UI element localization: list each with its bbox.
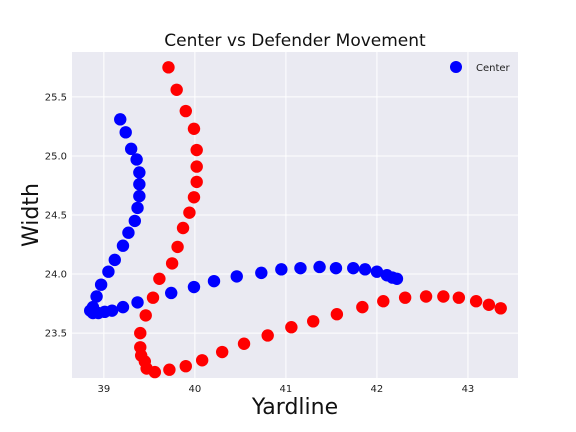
data-point — [187, 191, 201, 204]
series-defender — [134, 61, 507, 379]
data-point — [294, 261, 307, 275]
data-point — [116, 300, 130, 314]
data-point — [307, 315, 320, 328]
data-point — [130, 153, 143, 166]
data-point — [105, 304, 119, 317]
x-tick-label: 41 — [280, 384, 293, 395]
data-point — [187, 122, 201, 135]
data-point — [94, 278, 108, 291]
data-point — [153, 272, 166, 285]
data-point — [390, 272, 404, 285]
x-axis-label: Yardline — [251, 395, 338, 420]
data-point — [494, 302, 507, 315]
data-point — [133, 178, 146, 191]
data-point — [469, 295, 483, 308]
data-point — [139, 309, 152, 322]
data-point — [313, 260, 326, 274]
data-point — [131, 296, 144, 309]
data-point — [134, 326, 147, 340]
data-point — [358, 263, 372, 276]
data-point — [148, 365, 162, 379]
y-tick-label: 25.5 — [45, 92, 67, 103]
data-point — [176, 221, 190, 235]
data-point — [230, 270, 243, 283]
y-tick-label: 25.0 — [45, 151, 67, 162]
data-point — [190, 143, 203, 157]
data-point — [419, 290, 433, 303]
data-point — [377, 295, 390, 308]
data-point — [146, 291, 160, 304]
data-point — [190, 175, 203, 189]
y-tick-label: 24.0 — [45, 270, 67, 281]
legend-marker-center — [450, 61, 462, 73]
x-tick-label: 43 — [462, 384, 475, 395]
series-layer — [84, 61, 507, 379]
data-point — [329, 261, 343, 275]
data-point — [195, 354, 209, 367]
data-point — [275, 263, 288, 276]
x-tick-label: 40 — [189, 384, 202, 395]
data-point — [165, 286, 178, 300]
data-point — [179, 104, 192, 118]
x-tick-label: 39 — [97, 384, 110, 395]
data-point — [170, 83, 183, 96]
series-center — [84, 113, 404, 320]
data-point — [116, 239, 130, 252]
data-point — [133, 189, 146, 203]
chart-title: Center vs Defender Movement — [164, 31, 426, 51]
data-point — [437, 290, 450, 303]
x-tick-label: 42 — [371, 384, 384, 395]
data-point — [356, 300, 369, 314]
data-point — [90, 290, 103, 303]
tick-labels: 39 40 41 42 43 23.5 24.0 24.5 25.0 25.5 — [45, 92, 475, 395]
data-point — [162, 61, 175, 74]
y-tick-label: 24.5 — [45, 211, 67, 222]
data-point — [131, 201, 144, 215]
data-point — [285, 321, 298, 334]
data-point — [128, 214, 142, 228]
data-point — [261, 329, 274, 342]
data-point — [163, 363, 176, 376]
data-point — [119, 126, 132, 139]
data-point — [183, 206, 196, 219]
data-point — [102, 265, 115, 278]
data-point — [190, 160, 203, 173]
legend-label-center: Center — [476, 63, 511, 74]
data-point — [215, 345, 229, 359]
y-axis-label: Width — [19, 183, 44, 247]
data-point — [347, 261, 360, 275]
data-point — [108, 253, 121, 267]
data-point — [482, 298, 496, 311]
data-point — [122, 226, 135, 239]
data-point — [207, 274, 221, 288]
data-point — [171, 240, 184, 254]
data-point — [370, 265, 384, 278]
data-point — [124, 142, 138, 156]
data-point — [114, 113, 127, 126]
data-point — [187, 280, 201, 294]
data-point — [330, 308, 344, 321]
legend: Center — [450, 61, 511, 74]
data-point — [165, 257, 179, 270]
data-point — [237, 337, 251, 350]
y-tick-label: 23.5 — [45, 329, 67, 340]
data-point — [179, 359, 192, 373]
data-point — [398, 291, 412, 304]
data-point — [133, 166, 146, 179]
data-point — [452, 291, 466, 304]
data-point — [255, 266, 268, 280]
